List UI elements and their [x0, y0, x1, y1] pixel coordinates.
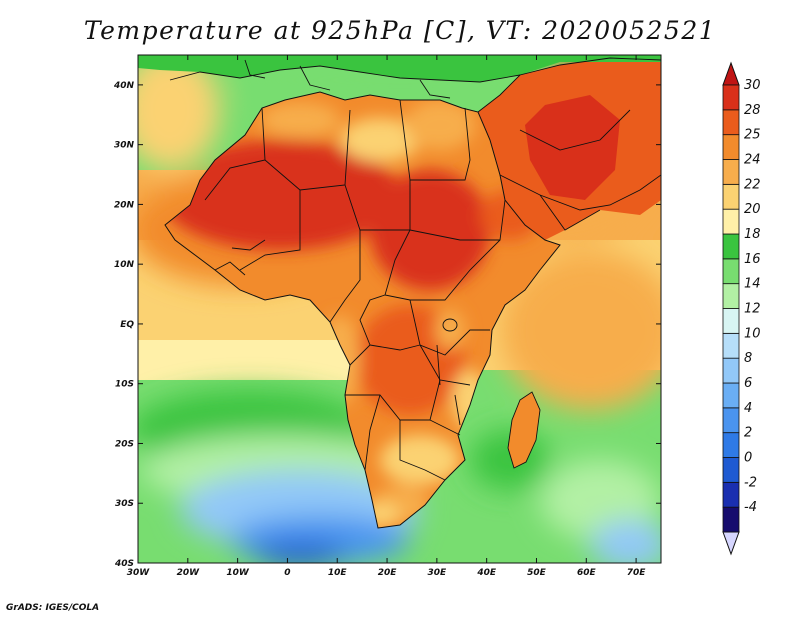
lat-tick-label: 20S	[115, 439, 134, 449]
lat-tick-label: 10N	[114, 260, 135, 270]
lon-tick-label: 70E	[627, 568, 647, 578]
colorbar-over-triangle	[722, 61, 740, 86]
lon-tick-label: 20W	[177, 568, 201, 578]
colorbar-label: 8	[744, 351, 752, 366]
colorbar-swatch	[722, 283, 740, 309]
lon-tick-label: 0	[284, 568, 290, 578]
plot-frame	[137, 54, 662, 564]
lat-tick-label: 20N	[114, 200, 135, 210]
field-europe	[138, 55, 661, 82]
lat-tick-label: 40N	[113, 81, 135, 91]
lat-tick-label: 30N	[114, 141, 135, 151]
lon-tick-label: 20E	[378, 568, 398, 578]
colorbar-label: 2	[744, 426, 752, 441]
colorbar-under-triangle	[722, 531, 740, 556]
credit-text: GrADS: IGES/COLA	[6, 603, 100, 613]
lon-tick-label: 40E	[476, 568, 497, 578]
colorbar-label: -2	[744, 475, 757, 490]
colorbar-label: 18	[744, 227, 761, 242]
lat-tick-label: 40S	[114, 559, 134, 569]
lat-tick-label: EQ	[120, 320, 134, 330]
colorbar-label: 12	[744, 302, 761, 317]
colorbar-label: 6	[744, 376, 752, 391]
lat-tick-label: 10S	[115, 380, 134, 390]
boundaries	[164, 57, 661, 529]
colorbar-label: 14	[744, 277, 761, 292]
colorbar-swatch	[722, 481, 740, 508]
lon-tick-label: 30E	[428, 568, 448, 578]
colorbar-label: 22	[744, 177, 761, 192]
colorbar-swatch	[722, 159, 740, 185]
lon-tick-label: 50E	[527, 568, 547, 578]
page-title: Temperature at 925hPa [C], VT: 202005252…	[83, 16, 717, 45]
colorbar-swatch	[722, 382, 740, 409]
colorbar-swatch	[722, 457, 740, 483]
colorbar-swatch	[722, 407, 740, 434]
lon-tick-label: 10E	[328, 568, 348, 578]
lon-tick-label: 60E	[577, 568, 597, 578]
axis-ticks: 30W 20W 10W 0 10E 20E 30E 40E 50E 60E 70E 40N 30N 20N…	[113, 55, 661, 578]
colorbar-swatch	[722, 134, 740, 160]
colorbar-swatch	[722, 432, 740, 458]
colorbar-label: 28	[744, 103, 761, 118]
colorbar-label: 0	[744, 451, 752, 466]
colorbar-swatch	[722, 258, 740, 285]
colorbar-label: 30	[744, 78, 761, 93]
colorbar-label: 24	[744, 153, 761, 168]
colorbar-swatch	[722, 208, 740, 235]
colorbar-label: 10	[744, 326, 761, 341]
colorbar-label: 25	[744, 128, 761, 143]
lon-tick-label: 10W	[226, 568, 250, 578]
colorbar-swatch	[722, 332, 740, 359]
field-arabia-core	[525, 95, 620, 200]
colorbar-swatch	[722, 84, 740, 111]
colorbar-label: 20	[744, 202, 761, 217]
lon-tick-label: 30W	[127, 568, 151, 578]
colorbar-swatch	[722, 357, 740, 384]
colorbar-label: 16	[744, 252, 761, 267]
temperature-field	[138, 55, 661, 563]
lat-tick-label: 30S	[115, 499, 134, 509]
colorbar-swatch	[722, 109, 740, 136]
colorbar-swatch	[722, 506, 740, 533]
colorbar-label: -4	[744, 500, 757, 515]
colorbar-swatch	[722, 183, 740, 210]
colorbar-swatch	[722, 308, 740, 334]
colorbar-swatch	[722, 233, 740, 260]
colorbar-label: 4	[744, 401, 752, 416]
